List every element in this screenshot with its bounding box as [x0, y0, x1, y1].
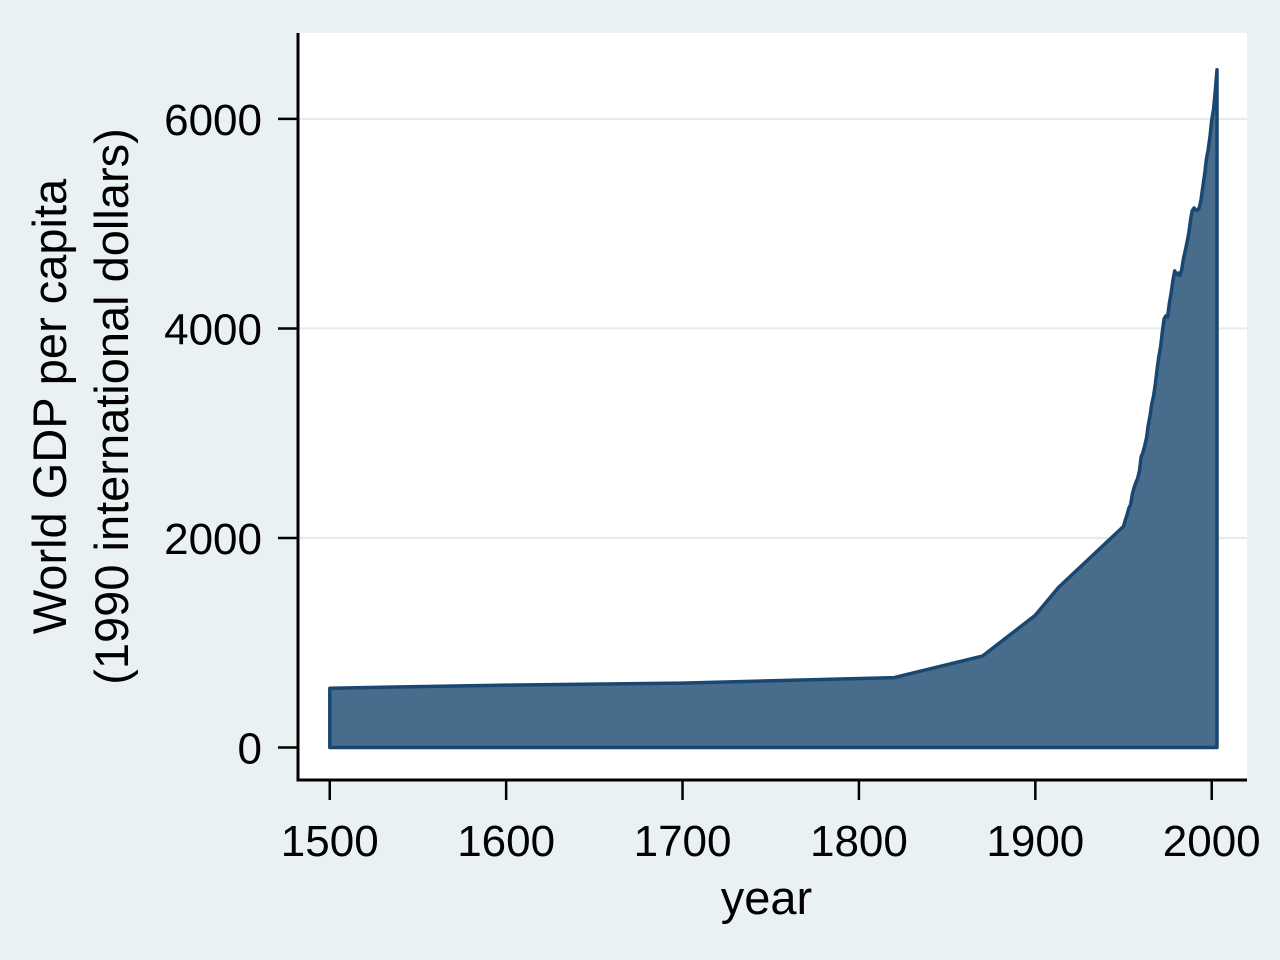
- y-axis-ticks: [278, 117, 298, 749]
- y-tick-label-6000: 6000: [164, 96, 262, 145]
- x-tick-label-1900: 1900: [986, 817, 1084, 866]
- y-tick-label-0: 0: [238, 725, 262, 774]
- x-axis-tick-labels: 1500 1600 1700 1800 1900 2000: [281, 817, 1261, 866]
- y-axis-title-line1: World GDP per capita: [23, 178, 76, 634]
- x-tick-label-1600: 1600: [457, 817, 555, 866]
- gdp-area-series: [328, 68, 1219, 750]
- y-tick-label-2000: 2000: [164, 515, 262, 564]
- x-tick-label-1800: 1800: [810, 817, 908, 866]
- y-axis-tick-labels: 0 2000 4000 6000: [164, 96, 262, 774]
- gridlines: [300, 117, 1247, 540]
- x-tick-label-1700: 1700: [634, 817, 732, 866]
- x-axis-title: year: [721, 871, 812, 924]
- x-tick-label-1500: 1500: [281, 817, 379, 866]
- y-axis-title-line2: (1990 international dollars): [85, 128, 138, 685]
- x-tick-label-2000: 2000: [1163, 817, 1261, 866]
- y-tick-label-4000: 4000: [164, 305, 262, 354]
- x-axis-ticks: [328, 780, 1213, 800]
